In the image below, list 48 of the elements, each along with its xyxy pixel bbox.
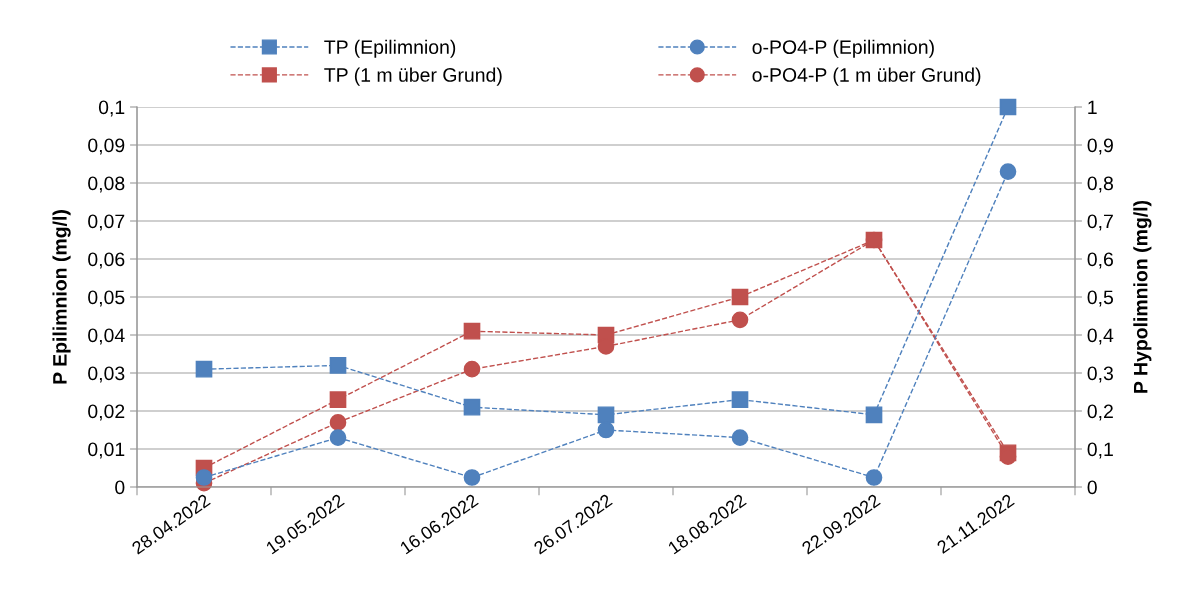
- y-tick-label: 0,05: [88, 290, 125, 307]
- point: [865, 406, 883, 424]
- point: [731, 311, 749, 329]
- y2-tick-label: 0,9: [1087, 138, 1113, 155]
- y-tick-label: 0,09: [88, 138, 125, 155]
- point: [731, 429, 749, 446]
- point: [329, 429, 347, 446]
- y-tick-label: 0,07: [88, 214, 125, 231]
- y2-axis-title: P Hypolimnion (mg/l): [1133, 200, 1152, 393]
- point: [597, 406, 615, 424]
- point: [731, 391, 749, 408]
- y-tick-label: 0,08: [88, 176, 125, 193]
- y2-tick-label: 0,6: [1087, 252, 1113, 269]
- y2-tick-label: 0,8: [1087, 176, 1113, 193]
- y2-tick-label: 0: [1087, 480, 1097, 495]
- point: [731, 288, 749, 306]
- y2-tick-label: 0,7: [1087, 214, 1113, 231]
- y-tick-label: 0,1: [98, 100, 125, 117]
- point: [329, 414, 347, 431]
- y-tick-label: 0,06: [88, 252, 125, 269]
- y-tick-label: 0: [115, 480, 125, 495]
- y2-tick-label: 0,1: [1087, 442, 1113, 459]
- y-tick-label: 0,03: [88, 366, 125, 383]
- point: [195, 469, 213, 486]
- y-axis-title: P Epilimnion (mg/l): [52, 210, 71, 384]
- point: [463, 322, 481, 340]
- y2-tick-label: 0,2: [1087, 404, 1113, 421]
- point: [865, 469, 883, 486]
- point: [999, 98, 1017, 116]
- point: [999, 163, 1017, 180]
- y2-tick-label: 0,3: [1087, 366, 1113, 383]
- y-tick-label: 0,02: [88, 404, 125, 421]
- y2-tick-label: 0,5: [1087, 290, 1114, 307]
- y2-tick-label: 1: [1088, 100, 1097, 115]
- point: [597, 421, 615, 439]
- y-tick-label: 0,04: [88, 328, 125, 345]
- legend-label: TP (1 m über Grund): [324, 67, 502, 86]
- point: [329, 357, 347, 374]
- point: [195, 360, 213, 378]
- y-tick-label: 0,01: [88, 442, 125, 459]
- legend-label: TP (Epilimnion): [324, 39, 456, 58]
- y2-tick-label: 0,4: [1087, 328, 1114, 345]
- point: [463, 360, 481, 378]
- point: [463, 398, 481, 416]
- point: [463, 469, 481, 486]
- legend-label: o-PO4-P (1 m über Grund): [752, 67, 981, 86]
- legend-label: o-PO4-P (Epilimnion): [752, 39, 934, 58]
- point: [329, 391, 347, 408]
